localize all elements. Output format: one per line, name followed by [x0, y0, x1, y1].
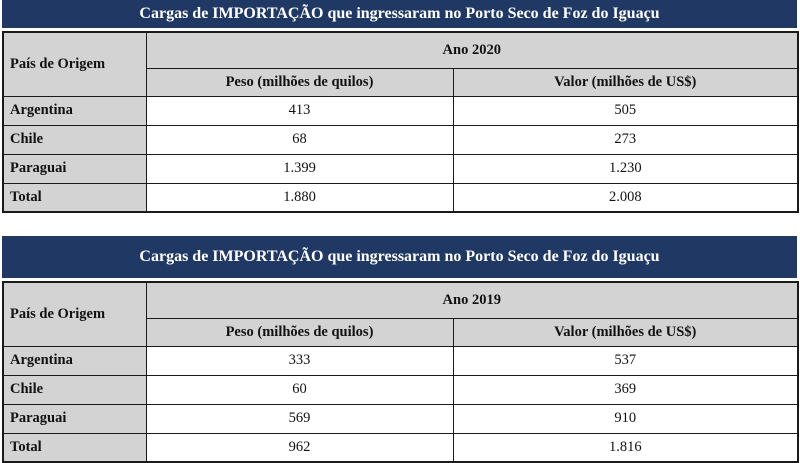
year-header-cell: Ano 2019 — [145, 281, 799, 319]
country-cell: Total — [2, 432, 147, 463]
valor-cell: 537 — [452, 345, 799, 376]
peso-header-cell: Peso (milhões de quilos) — [145, 67, 454, 97]
table-row: Paraguai 569 910 — [2, 403, 799, 434]
valor-header-cell: Valor (milhões de US$) — [452, 317, 799, 347]
country-cell: Argentina — [2, 95, 147, 126]
tables-gap — [2, 213, 798, 236]
table-row-total: Total 962 1.816 — [2, 432, 799, 463]
peso-cell: 962 — [145, 432, 454, 463]
country-cell: Chile — [2, 374, 147, 405]
table-row: Argentina 413 505 — [2, 95, 799, 126]
country-cell: Chile — [2, 124, 147, 155]
table-title-bar: Cargas de IMPORTAÇÃO que ingressaram no … — [2, 236, 797, 278]
table-row: Chile 60 369 — [2, 374, 799, 405]
import-table-2020: País de Origem Ano 2020 Peso (milhões de… — [2, 31, 800, 213]
valor-header-cell: Valor (milhões de US$) — [452, 67, 799, 97]
import-table-2019: País de Origem Ano 2019 Peso (milhões de… — [2, 281, 800, 463]
valor-cell: 2.008 — [452, 182, 799, 213]
valor-cell: 1.230 — [452, 153, 799, 184]
table-row: Paraguai 1.399 1.230 — [2, 153, 799, 184]
peso-cell: 1.880 — [145, 182, 454, 213]
peso-header-cell: Peso (milhões de quilos) — [145, 317, 454, 347]
country-cell: Argentina — [2, 345, 147, 376]
import-table-block-2020: Cargas de IMPORTAÇÃO que ingressaram no … — [2, 0, 800, 213]
peso-cell: 569 — [145, 403, 454, 434]
peso-cell: 333 — [145, 345, 454, 376]
valor-cell: 273 — [452, 124, 799, 155]
country-cell: Total — [2, 182, 147, 213]
table-row: Argentina 333 537 — [2, 345, 799, 376]
valor-cell: 1.816 — [452, 432, 799, 463]
valor-cell: 505 — [452, 95, 799, 126]
import-table-block-2019: Cargas de IMPORTAÇÃO que ingressaram no … — [2, 236, 800, 463]
peso-cell: 1.399 — [145, 153, 454, 184]
table-row-total: Total 1.880 2.008 — [2, 182, 799, 213]
valor-cell: 910 — [452, 403, 799, 434]
peso-cell: 60 — [145, 374, 454, 405]
column-header-row: Peso (milhões de quilos) Valor (milhões … — [3, 67, 799, 97]
table-title-bar: Cargas de IMPORTAÇÃO que ingressaram no … — [2, 0, 797, 28]
country-cell: Paraguai — [2, 153, 147, 184]
country-cell: Paraguai — [2, 403, 147, 434]
year-header-row: País de Origem Ano 2020 — [2, 31, 799, 97]
table-row: Chile 68 273 — [2, 124, 799, 155]
valor-cell: 369 — [452, 374, 799, 405]
peso-cell: 413 — [145, 95, 454, 126]
origin-header-cell: País de Origem — [2, 281, 147, 347]
year-header-row: País de Origem Ano 2019 — [2, 281, 799, 347]
year-header-cell: Ano 2020 — [145, 31, 799, 69]
peso-cell: 68 — [145, 124, 454, 155]
origin-header-cell: País de Origem — [2, 31, 147, 97]
